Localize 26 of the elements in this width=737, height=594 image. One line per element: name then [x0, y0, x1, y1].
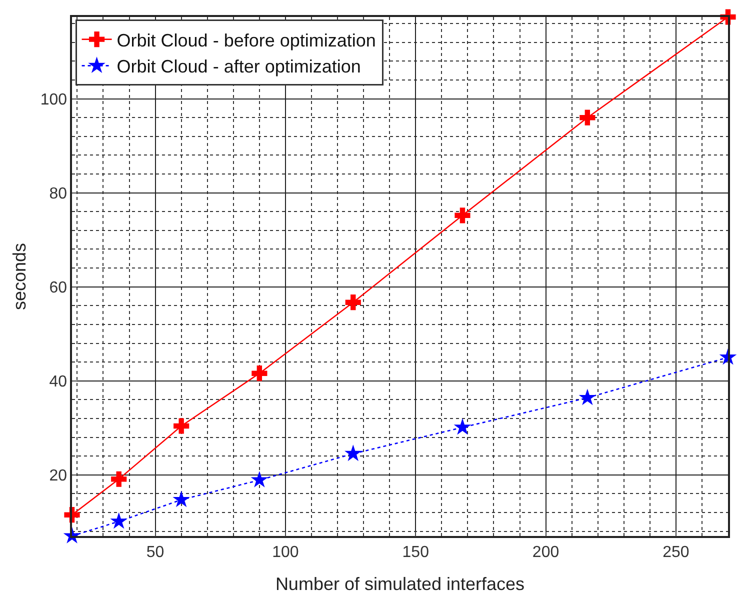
point	[174, 418, 190, 434]
point	[345, 294, 361, 310]
y-tick-label: 20	[49, 467, 68, 484]
y-tick-label: 60	[49, 279, 68, 296]
y-tick-label: 100	[40, 91, 68, 108]
y-tick-label: 40	[49, 373, 68, 390]
x-axis-title: Number of simulated interfaces	[275, 574, 525, 594]
point	[172, 490, 190, 508]
x-tick-label: 200	[532, 544, 560, 561]
y-axis-title: seconds	[10, 242, 30, 310]
point	[250, 470, 268, 488]
legend-label: Orbit Cloud - after optimization	[116, 56, 361, 77]
point	[578, 388, 596, 406]
legend-label: Orbit Cloud - before optimization	[116, 30, 376, 50]
point	[454, 208, 470, 224]
point	[580, 110, 596, 126]
point	[111, 471, 127, 487]
y-tick-label: 80	[49, 185, 68, 202]
point	[344, 444, 362, 462]
x-tick-label: 100	[272, 544, 299, 561]
point	[110, 512, 128, 529]
x-tick-label: 50	[146, 544, 164, 561]
x-tick-label: 150	[402, 544, 430, 561]
point	[252, 366, 268, 382]
point	[454, 418, 472, 435]
x-tick-label: 250	[662, 544, 690, 561]
